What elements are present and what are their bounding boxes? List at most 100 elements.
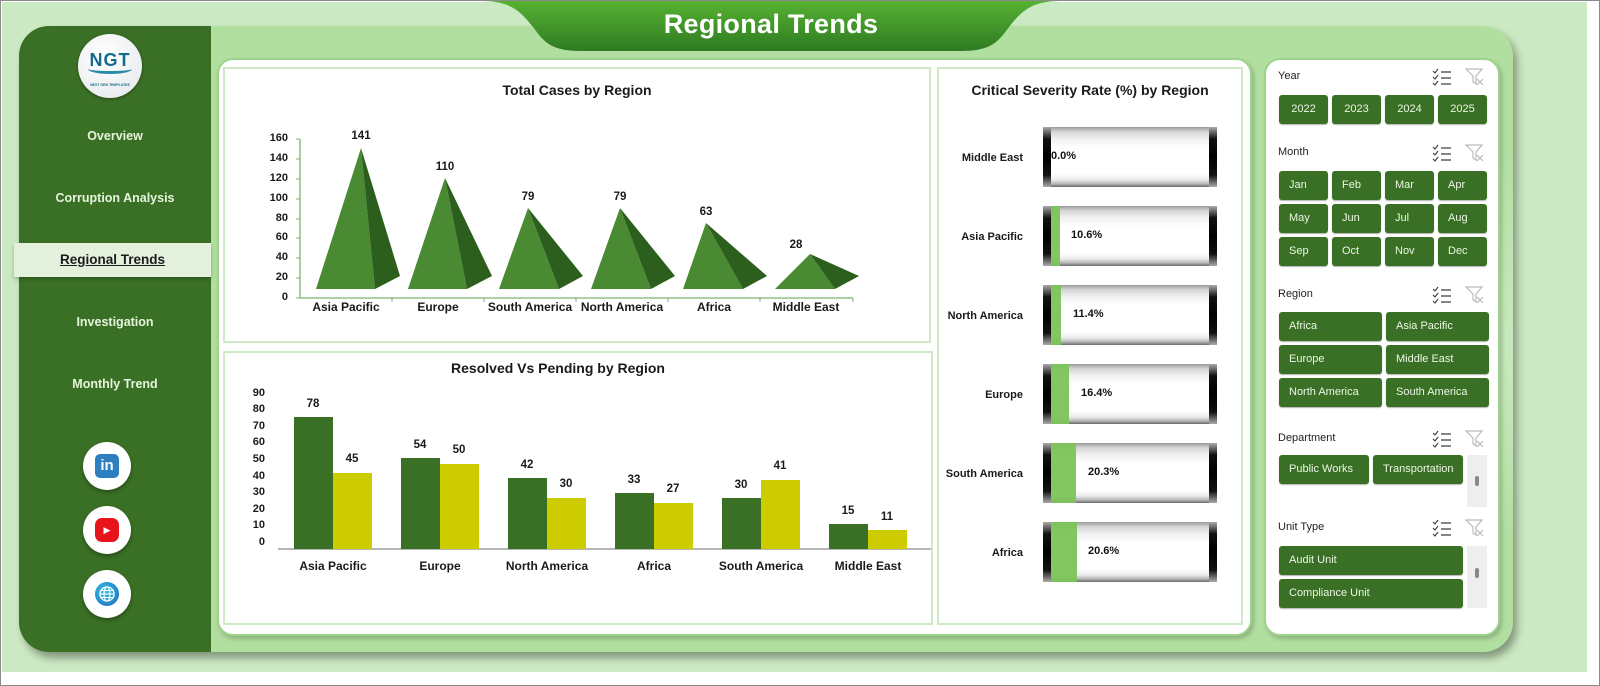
severity-region-label: Europe bbox=[985, 389, 1023, 401]
x-category-label: Asia Pacific bbox=[312, 300, 380, 314]
month-option-jun[interactable]: Jun bbox=[1332, 204, 1381, 233]
severity-value: 20.6% bbox=[1088, 545, 1120, 557]
month-option-nov[interactable]: Nov bbox=[1385, 237, 1434, 266]
bars-north-america bbox=[508, 478, 586, 549]
severity-region-label: Africa bbox=[991, 547, 1023, 559]
severity-region-label: North America bbox=[947, 310, 1023, 322]
region-option-asia-pacific[interactable]: Asia Pacific bbox=[1386, 312, 1489, 341]
y-tick: 120 bbox=[269, 172, 288, 184]
resolved-value: 54 bbox=[413, 439, 427, 451]
value-label: 79 bbox=[613, 191, 627, 203]
value-label: 63 bbox=[699, 206, 713, 218]
linkedin-button[interactable]: in bbox=[83, 442, 131, 490]
resolved-value: 30 bbox=[734, 479, 748, 491]
x-category-label: South America bbox=[487, 300, 573, 314]
filter-panel: Year 2022 2023 2024 2025 Month Jan Feb M… bbox=[1264, 58, 1500, 636]
multi-select-icon[interactable] bbox=[1432, 286, 1452, 304]
filter-title-year: Year bbox=[1278, 70, 1301, 82]
pending-value: 30 bbox=[559, 478, 573, 490]
severity-region-label: South America bbox=[945, 468, 1023, 480]
department-scrollbar[interactable] bbox=[1467, 455, 1487, 507]
month-option-dec[interactable]: Dec bbox=[1438, 237, 1487, 266]
year-option-2024[interactable]: 2024 bbox=[1385, 95, 1434, 124]
x-category-label: Africa bbox=[696, 300, 731, 314]
multi-select-icon[interactable] bbox=[1432, 430, 1452, 448]
pending-value: 41 bbox=[773, 460, 787, 472]
severity-value: 20.3% bbox=[1088, 466, 1120, 478]
y-tick: 0 bbox=[258, 536, 265, 548]
filter-title-month: Month bbox=[1278, 146, 1309, 158]
region-option-africa[interactable]: Africa bbox=[1279, 312, 1382, 341]
month-option-sep[interactable]: Sep bbox=[1279, 237, 1328, 266]
unit-type-option-audit-unit[interactable]: Audit Unit bbox=[1279, 546, 1463, 575]
multi-select-icon[interactable] bbox=[1432, 68, 1452, 86]
bar-cap-left bbox=[1043, 522, 1051, 582]
severity-fill bbox=[1051, 364, 1069, 424]
pending-value: 50 bbox=[452, 444, 466, 456]
pending-value: 11 bbox=[880, 511, 894, 523]
clear-filter-icon[interactable] bbox=[1465, 430, 1485, 448]
month-option-jan[interactable]: Jan bbox=[1279, 171, 1328, 200]
y-tick: 40 bbox=[252, 470, 265, 482]
clear-filter-icon[interactable] bbox=[1465, 144, 1485, 162]
month-option-may[interactable]: May bbox=[1279, 204, 1328, 233]
sidebar-item-corruption-analysis[interactable]: Corruption Analysis bbox=[55, 191, 175, 205]
year-option-2022[interactable]: 2022 bbox=[1279, 95, 1328, 124]
sidebar-item-monthly-trend[interactable]: Monthly Trend bbox=[72, 377, 158, 391]
sidebar-item-overview[interactable]: Overview bbox=[87, 129, 143, 143]
unit-type-option-compliance-unit[interactable]: Compliance Unit bbox=[1279, 579, 1463, 608]
chart-title: Total Cases by Region bbox=[502, 82, 652, 98]
resolved-value: 33 bbox=[627, 474, 641, 486]
year-option-2023[interactable]: 2023 bbox=[1332, 95, 1381, 124]
bar-cap-right bbox=[1209, 443, 1217, 503]
unit-type-scrollbar[interactable] bbox=[1467, 546, 1487, 608]
filter-title-region: Region bbox=[1278, 288, 1313, 300]
value-label: 28 bbox=[789, 239, 803, 251]
scrollbar-thumb[interactable] bbox=[1475, 476, 1479, 486]
clear-filter-icon[interactable] bbox=[1465, 519, 1485, 537]
month-option-mar[interactable]: Mar bbox=[1385, 171, 1434, 200]
year-option-2025[interactable]: 2025 bbox=[1438, 95, 1487, 124]
region-option-south-america[interactable]: South America bbox=[1386, 378, 1489, 407]
region-option-europe[interactable]: Europe bbox=[1279, 345, 1382, 374]
sidebar-item-investigation[interactable]: Investigation bbox=[76, 315, 154, 329]
x-category-label: North America bbox=[580, 300, 664, 314]
filter-title-department: Department bbox=[1278, 432, 1336, 444]
critical-severity-chart: Critical Severity Rate (%) by Region Mid… bbox=[937, 67, 1243, 625]
sidebar-item-regional-trends[interactable]: Regional Trends bbox=[14, 243, 211, 277]
month-option-aug[interactable]: Aug bbox=[1438, 204, 1487, 233]
youtube-button[interactable]: ▶ bbox=[83, 506, 131, 554]
month-option-oct[interactable]: Oct bbox=[1332, 237, 1381, 266]
multi-select-icon[interactable] bbox=[1432, 519, 1452, 537]
pending-value: 45 bbox=[345, 453, 359, 465]
bar-cap-right bbox=[1209, 522, 1217, 582]
severity-fill bbox=[1051, 285, 1061, 345]
bar-cap-left bbox=[1043, 206, 1051, 266]
multi-select-icon[interactable] bbox=[1432, 144, 1452, 162]
filter-title-unit-type: Unit Type bbox=[1278, 521, 1325, 533]
month-option-apr[interactable]: Apr bbox=[1438, 171, 1487, 200]
severity-bar-asia-pacific: 10.6% bbox=[1043, 206, 1217, 266]
severity-bar-north-america: 11.4% bbox=[1043, 285, 1217, 345]
website-button[interactable] bbox=[83, 570, 131, 618]
y-tick: 40 bbox=[275, 251, 288, 263]
month-option-jul[interactable]: Jul bbox=[1385, 204, 1434, 233]
region-option-middle-east[interactable]: Middle East bbox=[1386, 345, 1489, 374]
total-cases-chart: Total Cases by Region bbox=[223, 67, 931, 343]
x-category-label: South America bbox=[718, 559, 804, 573]
pyramid-chart-plot bbox=[296, 138, 859, 302]
clear-filter-icon[interactable] bbox=[1465, 68, 1485, 86]
month-option-feb[interactable]: Feb bbox=[1332, 171, 1381, 200]
bars-south-america bbox=[722, 480, 800, 549]
region-option-north-america[interactable]: North America bbox=[1279, 378, 1382, 407]
scrollbar-thumb[interactable] bbox=[1475, 568, 1479, 578]
ngt-logo[interactable]: NGT NEXT GEN TEMPLATES bbox=[78, 34, 142, 98]
department-option-public-works[interactable]: Public Works bbox=[1279, 455, 1369, 484]
department-option-transportation[interactable]: Transportation bbox=[1373, 455, 1463, 484]
bars-asia-pacific bbox=[294, 417, 372, 549]
pending-value: 27 bbox=[666, 483, 680, 495]
clear-filter-icon[interactable] bbox=[1465, 286, 1485, 304]
pyramid-europe bbox=[408, 178, 492, 289]
chart-title: Critical Severity Rate (%) by Region bbox=[971, 82, 1209, 98]
bars-europe bbox=[401, 458, 479, 549]
